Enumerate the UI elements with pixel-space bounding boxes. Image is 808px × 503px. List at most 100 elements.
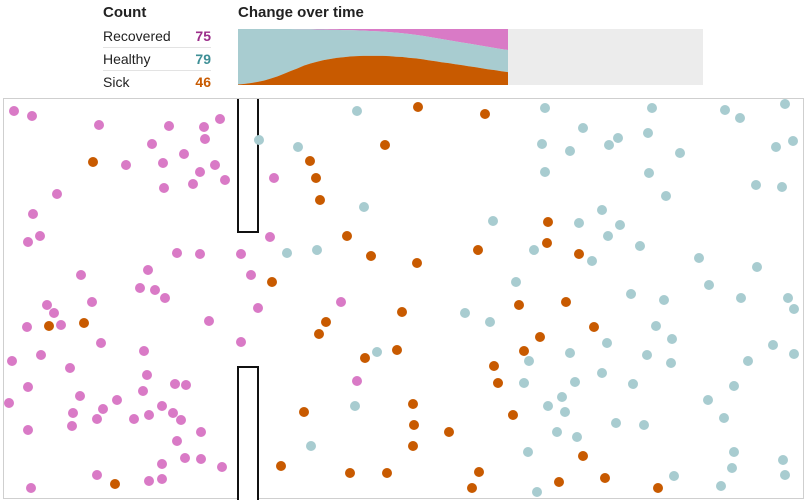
dot-recovered [75,391,85,401]
dot-sick [589,322,599,332]
dot-healthy [651,321,661,331]
simulation-area [3,98,804,500]
dot-healthy [659,295,669,305]
dot-healthy [572,432,582,442]
dot-healthy [783,293,793,303]
dot-sick [542,238,552,248]
dot-sick [653,483,663,493]
dot-healthy [613,133,623,143]
dot-recovered [144,476,154,486]
dot-recovered [36,350,46,360]
change-over-time-chart [238,29,703,85]
dot-recovered [150,285,160,295]
dot-sick [413,102,423,112]
dot-healthy [350,401,360,411]
dot-healthy [524,356,534,366]
dot-healthy [511,277,521,287]
dot-healthy [282,248,292,258]
dot-sick [574,249,584,259]
count-panel: Count Recovered 75 Healthy 79 Sick 46 [103,3,211,93]
dot-healthy [372,347,382,357]
dot-sick [474,467,484,477]
dot-recovered [76,270,86,280]
dot-recovered [179,149,189,159]
dot-recovered [217,462,227,472]
dot-recovered [49,308,59,318]
dot-recovered [28,209,38,219]
dot-healthy [597,205,607,215]
dot-healthy [587,256,597,266]
dot-healthy [603,231,613,241]
dot-recovered [23,425,33,435]
dot-recovered [196,427,206,437]
dot-healthy [666,358,676,368]
dot-sick [315,195,325,205]
dot-healthy [540,167,550,177]
dot-healthy [716,481,726,491]
dot-recovered [26,483,36,493]
dot-recovered [196,454,206,464]
count-value-recovered: 75 [195,28,211,44]
count-title: Count [103,4,147,21]
dot-healthy [560,407,570,417]
dot-healthy [704,280,714,290]
dot-healthy [312,245,322,255]
dot-sick [321,317,331,327]
dot-recovered [121,160,131,170]
dot-recovered [210,160,220,170]
dot-sick [392,345,402,355]
dot-sick [514,300,524,310]
dot-recovered [42,300,52,310]
dot-healthy [780,470,790,480]
dot-healthy [540,103,550,113]
dot-healthy [532,487,542,497]
dot-recovered [23,237,33,247]
dot-recovered [199,122,209,132]
dot-healthy [720,105,730,115]
dot-recovered [336,297,346,307]
dot-recovered [195,249,205,259]
dot-healthy [306,441,316,451]
dot-healthy [788,136,798,146]
dot-healthy [485,317,495,327]
dot-recovered [352,376,362,386]
dot-healthy [523,447,533,457]
dot-healthy [359,202,369,212]
dot-sick [554,477,564,487]
dot-recovered [188,179,198,189]
dot-healthy [642,350,652,360]
dot-sick [342,231,352,241]
dot-sick [408,399,418,409]
dot-healthy [789,304,799,314]
dot-healthy [729,447,739,457]
change-chart-svg [238,29,508,85]
dot-recovered [157,474,167,484]
dot-healthy [735,113,745,123]
dot-healthy [694,253,704,263]
dot-sick [305,156,315,166]
wall-bottom [237,366,259,500]
count-row-sick: Sick 46 [103,71,211,93]
wall-top [237,99,259,233]
dot-recovered [138,386,148,396]
dot-sick [397,307,407,317]
dot-recovered [87,297,97,307]
count-row-healthy: Healthy 79 [103,48,211,71]
change-over-time-title: Change over time [238,4,364,21]
dot-sick [366,251,376,261]
dot-healthy [667,334,677,344]
dot-healthy [643,128,653,138]
dot-healthy [565,146,575,156]
dot-sick [480,109,490,119]
dot-sick [276,461,286,471]
dot-sick [382,468,392,478]
dot-sick [561,297,571,307]
dot-recovered [56,320,66,330]
dot-healthy [751,180,761,190]
dot-recovered [180,453,190,463]
dot-healthy [675,148,685,158]
area-sick [238,55,508,85]
dot-sick [535,332,545,342]
dot-recovered [269,173,279,183]
dot-healthy [615,220,625,230]
